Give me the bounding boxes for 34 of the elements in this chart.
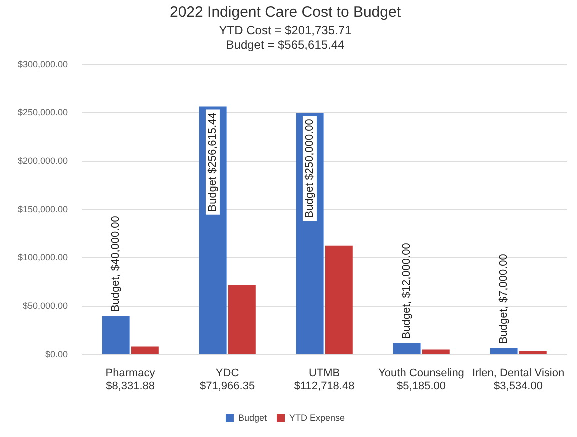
bar bbox=[422, 350, 450, 354]
data-label: $112,718.48 bbox=[294, 380, 355, 392]
chart-title: 2022 Indigent Care Cost to Budget bbox=[170, 4, 402, 22]
data-label: Budget, $7,000.00 bbox=[498, 254, 510, 344]
data-label: Budget $250,000.00 bbox=[304, 119, 316, 218]
bar bbox=[228, 285, 256, 354]
x-tick-label: Irlen, Dental Vision bbox=[472, 367, 565, 380]
y-tick-label: $100,000.00 bbox=[18, 252, 68, 263]
y-tick-label: $250,000.00 bbox=[18, 108, 68, 118]
bar bbox=[519, 351, 547, 354]
data-label: Budget $256,615.44 bbox=[207, 112, 220, 212]
bar bbox=[490, 348, 518, 354]
x-tick-label: YDC bbox=[216, 367, 240, 380]
data-label: $3,534.00 bbox=[494, 380, 543, 392]
data-label: $8,331.88 bbox=[106, 380, 156, 392]
x-tick-label: Youth Counseling bbox=[378, 367, 464, 380]
y-tick-label: $150,000.00 bbox=[18, 204, 68, 214]
x-tick-label: UTMB bbox=[308, 367, 340, 380]
legend-label: Budget bbox=[238, 412, 268, 423]
x-tick-label: Pharmacy bbox=[106, 367, 156, 380]
y-tick-label: $0.00 bbox=[46, 349, 68, 360]
bar bbox=[393, 343, 421, 354]
bar bbox=[131, 346, 159, 354]
y-tick-label: $50,000.00 bbox=[23, 300, 68, 311]
data-label: Budget, $40,000.00 bbox=[110, 216, 122, 312]
data-label: $5,185.00 bbox=[397, 380, 446, 392]
bar bbox=[325, 246, 353, 354]
bar bbox=[102, 316, 130, 354]
chart-subtitle: YTD Cost = $201,735.71 Budget = $565,615.44 bbox=[219, 24, 352, 52]
data-label: Budget, $12,000.00 bbox=[401, 243, 413, 340]
y-tick-label: $300,000.00 bbox=[18, 59, 68, 70]
y-tick-label: $200,000.00 bbox=[18, 156, 68, 166]
data-label: $71,966.35 bbox=[200, 380, 256, 392]
legend-label: YTD Expense bbox=[290, 412, 346, 423]
